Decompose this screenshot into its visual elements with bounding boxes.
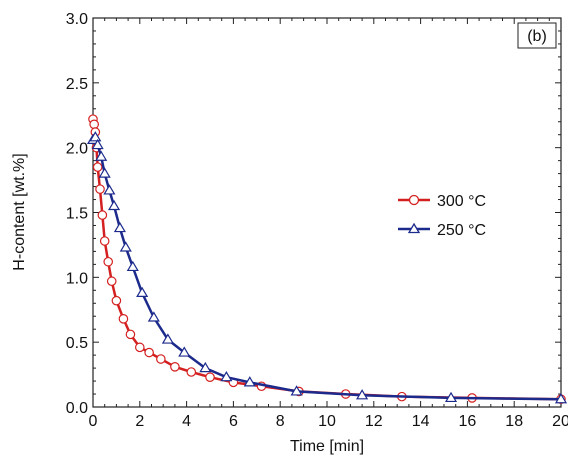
data-point bbox=[136, 286, 149, 297]
y-tick-label: 2.5 bbox=[66, 76, 88, 93]
data-point bbox=[205, 372, 215, 382]
x-tick-label: 20 bbox=[552, 413, 568, 430]
x-tick-label: 8 bbox=[276, 413, 285, 430]
data-point bbox=[89, 131, 102, 142]
x-tick-label: 16 bbox=[459, 413, 477, 430]
data-point bbox=[126, 260, 139, 272]
x-tick-label: 6 bbox=[229, 413, 238, 430]
data-point bbox=[103, 256, 114, 267]
legend-label-300: 300 °C bbox=[437, 193, 486, 210]
panel-label-box bbox=[517, 22, 557, 49]
x-tick-label: 18 bbox=[505, 413, 523, 430]
data-point bbox=[135, 342, 145, 353]
y-axis-label: H-content [wt.%] bbox=[11, 153, 28, 270]
series-300C bbox=[88, 114, 566, 405]
x-tick-label: 12 bbox=[365, 413, 383, 430]
data-point bbox=[161, 333, 174, 344]
data-point bbox=[144, 347, 154, 358]
data-point bbox=[92, 162, 103, 172]
x-tick-label: 14 bbox=[412, 413, 430, 430]
data-point bbox=[106, 276, 117, 287]
data-point bbox=[290, 385, 303, 396]
data-point bbox=[125, 329, 136, 340]
x-tick-label: 0 bbox=[89, 413, 98, 430]
data-point bbox=[99, 236, 110, 246]
legend-marker-300 bbox=[408, 194, 420, 206]
y-tick-label: 1.0 bbox=[66, 270, 88, 287]
legend-label-250: 250 °C bbox=[437, 222, 486, 239]
x-tick-label: 10 bbox=[318, 413, 336, 430]
plot-frame bbox=[92, 17, 562, 408]
series-250C bbox=[86, 131, 568, 404]
data-point bbox=[97, 210, 108, 220]
y-tick-label: 2.0 bbox=[66, 141, 88, 158]
data-point bbox=[95, 184, 105, 194]
data-point bbox=[178, 346, 191, 357]
y-tick-label: 0.0 bbox=[66, 400, 88, 417]
data-point bbox=[95, 150, 108, 161]
axis-tick-labels: 0 2 4 6 8 10 12 14 16 18 20 0.0 0.5 1.0 1.5 2.0 2.5 3.0 bbox=[66, 11, 568, 430]
data-point bbox=[170, 362, 180, 372]
panel-label: (b) bbox=[517, 22, 557, 49]
data-point bbox=[199, 361, 212, 373]
data-point bbox=[554, 393, 568, 404]
panel-label-text: (b) bbox=[527, 28, 547, 45]
data-point bbox=[89, 119, 99, 130]
data-point bbox=[243, 376, 256, 387]
series-layer bbox=[86, 114, 568, 405]
data-point bbox=[156, 354, 166, 364]
y-tick-label: 0.5 bbox=[66, 335, 88, 352]
x-tick-label: 4 bbox=[182, 413, 191, 430]
data-point bbox=[108, 199, 121, 211]
data-point bbox=[147, 311, 160, 322]
axis-ticks bbox=[92, 17, 562, 408]
data-point bbox=[118, 314, 129, 324]
data-point bbox=[98, 167, 111, 178]
data-point bbox=[91, 138, 104, 150]
y-tick-label: 3.0 bbox=[66, 11, 88, 28]
data-point bbox=[111, 295, 122, 306]
data-point bbox=[113, 221, 126, 233]
data-point bbox=[103, 184, 116, 195]
legend: 300 °C 250 °C bbox=[398, 193, 486, 239]
data-point bbox=[220, 370, 233, 382]
y-tick-label: 1.5 bbox=[66, 206, 88, 223]
data-point bbox=[444, 391, 458, 403]
data-point bbox=[356, 389, 369, 400]
x-axis-label: Time [min] bbox=[290, 438, 364, 455]
x-tick-label: 2 bbox=[135, 413, 144, 430]
legend-marker-250 bbox=[407, 222, 421, 234]
data-point bbox=[186, 367, 197, 377]
data-point bbox=[119, 241, 132, 252]
